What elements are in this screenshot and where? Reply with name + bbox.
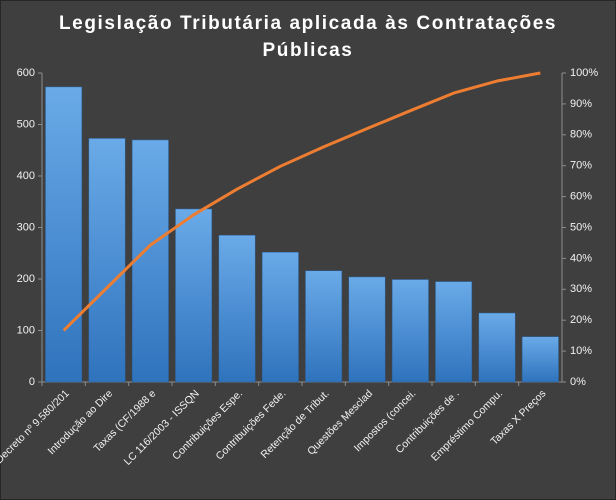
y2-tick-label: 60% [570,191,592,203]
bar [131,139,169,383]
bar [305,270,343,383]
y2-tick-label: 0% [570,376,586,388]
y-tick-label: 100 [17,324,35,336]
y2-tick-label: 80% [570,129,592,141]
bar [348,276,386,383]
x-tick-label: Empréstimo Compu. [429,388,505,464]
y2-tick-label: 10% [570,345,592,357]
bar [175,208,213,383]
bar [521,336,559,383]
y2-tick-label: 40% [570,252,592,264]
y-tick-label: 300 [17,221,35,233]
x-tick-label: Decreto nº 9.580/201 [0,387,72,466]
y2-tick-label: 50% [570,221,592,233]
y2-tick-label: 70% [570,160,592,172]
y-tick-label: 400 [17,170,35,182]
bar [261,251,299,383]
x-tick-label: LC 116/2003 - ISSQN [122,388,202,468]
cumulative-line [62,71,541,332]
y-tick-label: 0 [29,376,35,388]
bar [391,279,429,383]
bar [45,86,83,383]
bar [435,281,473,383]
y-tick-label: 200 [17,273,35,285]
y2-tick-label: 100% [570,67,598,79]
bar [218,234,256,383]
chart-title: Legislação Tributária aplicada às Contra… [58,13,558,61]
y2-tick-label: 30% [570,283,592,295]
y2-tick-label: 90% [570,98,592,110]
y-tick-label: 500 [17,118,35,130]
y-tick-label: 600 [17,67,35,79]
bar [88,138,126,383]
y2-tick-label: 20% [570,314,592,326]
bar [478,312,516,383]
